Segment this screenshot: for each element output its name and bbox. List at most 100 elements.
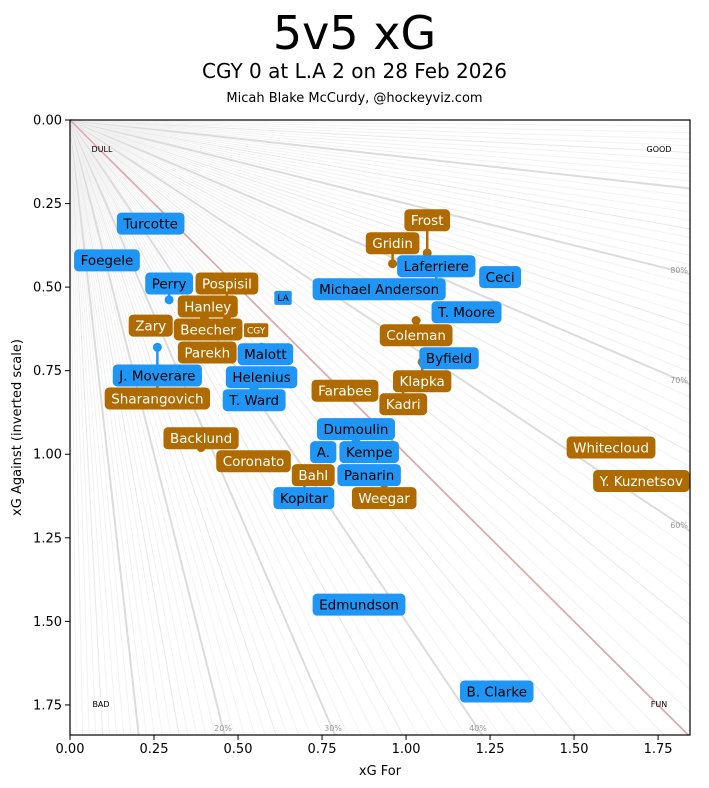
xgf-pct-gridline — [69, 119, 104, 736]
player-label-box — [379, 324, 453, 347]
xgf-pct-gridline — [69, 119, 691, 247]
player-label-box — [237, 343, 294, 366]
y-tick-label: 1.00 — [33, 448, 62, 463]
player-label: Laferriere — [404, 259, 469, 275]
x-tick-label: 1.75 — [644, 742, 673, 757]
player-label: Kempe — [346, 445, 393, 461]
xgf-pct-label: 30% — [324, 724, 342, 733]
player-label: Edmundson — [319, 598, 399, 614]
xgf-pct-gridline — [69, 119, 691, 213]
player-label: Farabee — [318, 384, 372, 400]
player-label: Coleman — [386, 328, 446, 344]
player-label-box — [312, 278, 446, 301]
y-tick-label: 0.75 — [33, 364, 62, 379]
player-label: Kadri — [386, 397, 421, 413]
xgf-pct-gridline — [69, 119, 245, 736]
player-label-box — [216, 450, 291, 473]
player-label: Coronato — [223, 454, 285, 470]
xgf-pct-gridline — [69, 119, 691, 586]
x-tick-label: 0.25 — [140, 742, 169, 757]
player-label-box — [431, 301, 502, 324]
xgf-pct-gridline — [69, 119, 84, 736]
xgf-pct-gridline — [69, 119, 691, 483]
x-tick-label: 1.25 — [476, 742, 505, 757]
player-label: Whitecloud — [573, 440, 649, 456]
player-label-box — [177, 341, 237, 364]
player-label-box — [311, 379, 379, 402]
xgf-pct-gridline — [69, 119, 77, 736]
player-label: Frost — [411, 213, 444, 229]
player-label-box — [74, 249, 140, 272]
xgf-pct-gridline — [69, 119, 691, 316]
player-label: Backlund — [170, 431, 232, 447]
xgf-pct-gridline — [69, 119, 198, 736]
xgf-pct-gridline — [69, 119, 691, 140]
xgf-pct-gridline — [69, 119, 691, 127]
player-label-box — [404, 209, 451, 232]
xgf-pct-gridline — [69, 119, 118, 736]
xgf-pct-gridline — [69, 119, 691, 532]
xgf-pct-gridline — [69, 119, 691, 276]
corner-label-bad: BAD — [92, 700, 109, 709]
player-label: Parekh — [184, 345, 230, 361]
xgf-pct-gridline — [69, 119, 147, 736]
xgf-pct-gridline — [69, 119, 691, 295]
axes-frame — [69, 119, 691, 736]
player-label: Michael Anderson — [319, 282, 439, 298]
xgf-pct-gridline — [69, 119, 691, 256]
chart-credit: Micah Blake McCurdy, @hockeyviz.com — [226, 91, 483, 106]
x-tick-label: 1.50 — [560, 742, 589, 757]
player-label: Kopitar — [280, 491, 328, 507]
xgf-pct-gridline — [69, 119, 132, 736]
xgf-pct-gridline — [69, 119, 691, 266]
player-label: T. Ward — [228, 393, 279, 409]
xgf-pct-gridline — [69, 119, 125, 736]
player-label-box — [393, 370, 452, 393]
player-label-box — [337, 464, 401, 487]
xgf-pct-gridline — [69, 119, 207, 736]
xgf-pct-gridline — [69, 119, 691, 327]
player-label-box — [312, 593, 406, 616]
xgf-pct-gridline — [69, 119, 235, 736]
player-label-box — [116, 212, 185, 235]
player-label: Perry — [152, 276, 187, 292]
player-label: Weegar — [358, 491, 410, 507]
xgf-pct-gridline — [69, 119, 163, 736]
player-label: Helenius — [232, 370, 290, 386]
player-label: Gridin — [372, 236, 413, 252]
corner-label-good: GOOD — [647, 145, 672, 154]
x-tick-label: 0.00 — [56, 742, 85, 757]
xgf-pct-gridline — [69, 119, 691, 668]
player-label-box — [177, 295, 238, 318]
player-label-box — [479, 266, 522, 289]
xgf-pct-gridline — [69, 119, 691, 398]
xgf-pct-gridline — [69, 119, 691, 153]
player-label: Zary — [135, 318, 166, 334]
xgf-pct-gridline — [69, 119, 189, 736]
y-tick-label: 0.00 — [33, 114, 62, 129]
xgf-pct-gridline — [69, 119, 691, 499]
corner-label-fun: FUN — [651, 700, 667, 709]
x-tick-label: 0.75 — [308, 742, 337, 757]
player-label-box — [225, 366, 298, 389]
xgf-pct-gridline — [69, 119, 691, 625]
player-label: Malott — [244, 347, 287, 363]
player-label-box — [128, 314, 173, 337]
player-label: Panarin — [344, 468, 395, 484]
player-label-box — [222, 389, 286, 412]
xgf-pct-gridline — [69, 119, 180, 736]
xgf-pct-gridline — [69, 119, 691, 646]
corner-label-dull: DULL — [92, 145, 113, 154]
player-label: A. — [317, 445, 330, 461]
team-marker-label: LA — [277, 294, 289, 304]
xgf-pct-gridline — [69, 119, 256, 736]
xgf-pct-gridline — [69, 119, 691, 338]
player-label-box — [173, 318, 243, 341]
team-marker-label: CGY — [247, 326, 266, 336]
player-label: T. Moore — [437, 305, 495, 321]
y-tick-label: 1.25 — [33, 531, 62, 546]
player-label: B. Clarke — [467, 684, 528, 700]
xgf-pct-gridline — [69, 119, 691, 134]
player-label: Sharangovich — [111, 391, 203, 407]
xgf-pct-gridline — [69, 119, 691, 411]
